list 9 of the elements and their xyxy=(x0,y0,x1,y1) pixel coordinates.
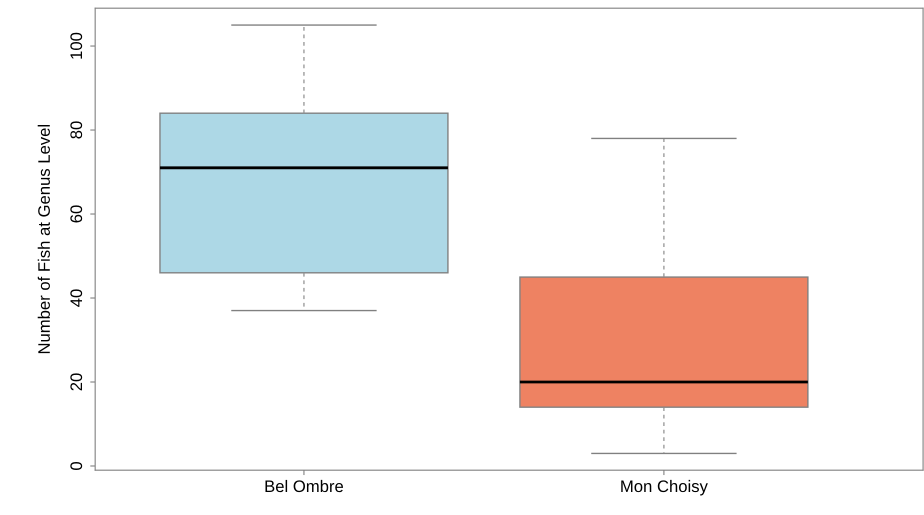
y-tick-label: 20 xyxy=(70,373,82,390)
y-tick-label: 100 xyxy=(70,32,82,59)
x-tick-label: Mon Choisy xyxy=(621,480,708,496)
y-tick-label: 40 xyxy=(70,289,82,307)
y-tick-label: 60 xyxy=(70,205,82,222)
y-axis-title: Number of Fish at Genus Level xyxy=(38,124,50,354)
x-tick-label: Bel Ombre xyxy=(265,480,344,492)
y-tick-label: 80 xyxy=(70,121,82,139)
y-tick-label: 0 xyxy=(70,462,82,470)
